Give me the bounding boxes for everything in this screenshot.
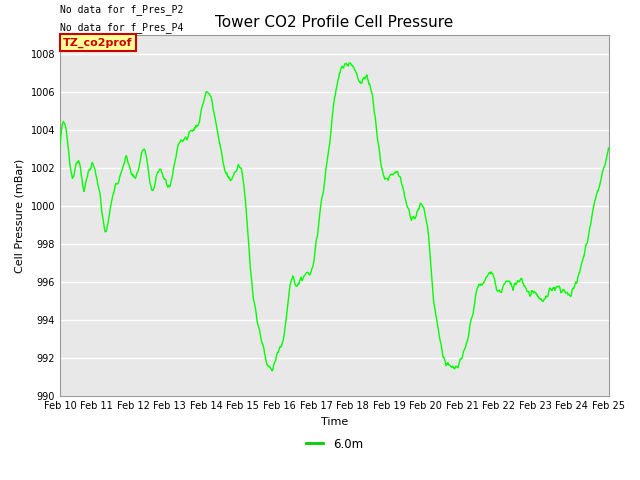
Text: No data for f_Pres_P4: No data for f_Pres_P4 [60,22,184,33]
Legend: 6.0m: 6.0m [301,433,367,455]
Text: TZ_co2prof: TZ_co2prof [63,38,132,48]
Text: No data for f_Pres_P2: No data for f_Pres_P2 [60,4,184,15]
Title: Tower CO2 Profile Cell Pressure: Tower CO2 Profile Cell Pressure [215,15,453,30]
Y-axis label: Cell Pressure (mBar): Cell Pressure (mBar) [15,158,25,273]
X-axis label: Time: Time [321,417,348,427]
